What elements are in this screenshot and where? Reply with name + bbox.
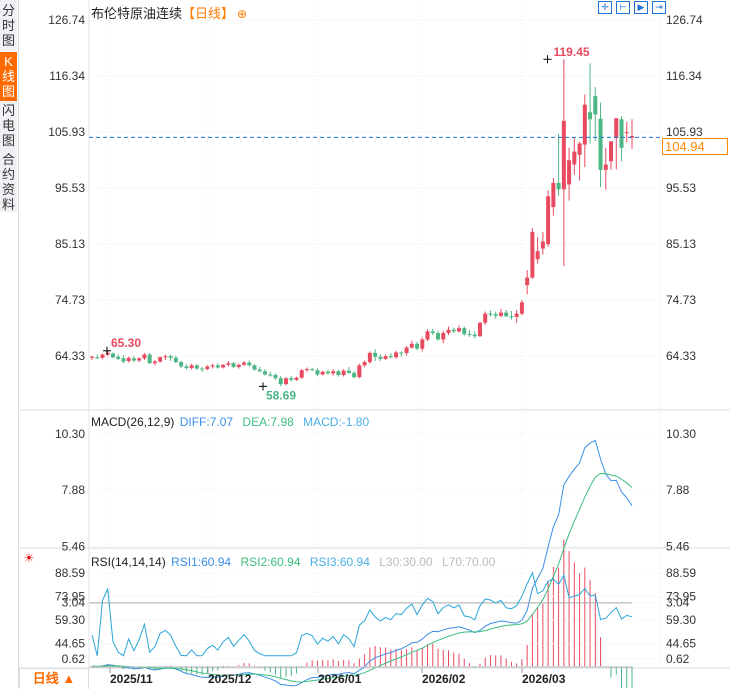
svg-text:3.04: 3.04 bbox=[62, 596, 86, 610]
x-axis-tick: 2026/03 bbox=[522, 672, 566, 686]
x-axis-tick: 2026/01 bbox=[318, 672, 362, 686]
tab-contract-info[interactable]: 合约资料 bbox=[0, 150, 17, 213]
l70-value: L70:70.00 bbox=[441, 555, 496, 569]
svg-text:5.46: 5.46 bbox=[666, 539, 690, 553]
price-axis-left-tick: 64.33 bbox=[55, 349, 85, 363]
price-axis-left-tick: 95.53 bbox=[55, 181, 85, 195]
svg-text:10.30: 10.30 bbox=[55, 427, 85, 441]
price-axis-left-tick: 74.73 bbox=[55, 293, 85, 307]
chart-title: 布伦特原油连续【日线】 ⊕ bbox=[91, 3, 247, 22]
tab-label: 闪电图 bbox=[1, 103, 15, 148]
svg-text:10.30: 10.30 bbox=[666, 427, 696, 441]
l30-value: L30:30.00 bbox=[379, 555, 433, 569]
goto-latest-icon[interactable]: ⇥ bbox=[652, 1, 666, 14]
svg-text:73.95: 73.95 bbox=[666, 589, 696, 603]
price-axis-right-tick: 95.53 bbox=[666, 181, 696, 195]
x-axis-tick: 2026/02 bbox=[422, 672, 466, 686]
price-axis-right-tick: 126.74 bbox=[666, 13, 703, 27]
svg-text:44.65: 44.65 bbox=[666, 637, 696, 651]
macd-label: MACD(26,12,9) bbox=[91, 415, 175, 429]
indicator-settings-icon[interactable]: ☀ bbox=[23, 551, 35, 565]
price-marker: 119.45 bbox=[554, 45, 590, 59]
rsi3-value: RSI3:60.94 bbox=[309, 555, 370, 569]
price-axis-right-tick: 64.33 bbox=[666, 349, 696, 363]
price-axis-left-tick: 126.74 bbox=[48, 13, 85, 27]
price-axis-right-tick: 116.34 bbox=[666, 69, 702, 83]
svg-text:7.88: 7.88 bbox=[62, 483, 86, 497]
price-axis-left-tick: 105.93 bbox=[48, 125, 85, 139]
svg-text:88.59: 88.59 bbox=[55, 566, 85, 580]
macd-dea: DEA:7.98 bbox=[242, 415, 294, 429]
price-marker: 58.69 bbox=[266, 388, 296, 402]
tab-label: 合约资料 bbox=[1, 152, 15, 212]
price-marker: 65.30 bbox=[111, 336, 141, 350]
crosshair-icon[interactable]: ✛ bbox=[598, 1, 612, 14]
plus-circle-icon[interactable]: ⊕ bbox=[237, 7, 248, 21]
range-select-icon[interactable]: ⊢ bbox=[616, 1, 630, 14]
rsi2-value: RSI2:60.94 bbox=[240, 555, 301, 569]
svg-text:5.46: 5.46 bbox=[62, 539, 86, 553]
macd-value: MACD:-1.80 bbox=[303, 415, 370, 429]
svg-text:73.95: 73.95 bbox=[55, 589, 85, 603]
macd-diff: DIFF:7.07 bbox=[179, 415, 234, 429]
rsi-legend: RSI(14,14,14) RSI1:60.94 RSI2:60.94 RSI3… bbox=[91, 555, 495, 569]
svg-text:88.59: 88.59 bbox=[666, 566, 696, 580]
price-axis-right-tick: 105.93 bbox=[666, 125, 703, 139]
current-price-tag: 104.94 bbox=[662, 138, 728, 155]
svg-text:7.88: 7.88 bbox=[666, 483, 690, 497]
tab-timeshare[interactable]: 分时图 bbox=[0, 0, 17, 52]
rsi1-value: RSI1:60.94 bbox=[171, 555, 232, 569]
period-selector[interactable]: 日线 ▲ bbox=[19, 668, 89, 689]
macd-legend: MACD(26,12,9) DIFF:7.07 DEA:7.98 MACD:-1… bbox=[91, 415, 369, 429]
play-icon[interactable]: ▶ bbox=[634, 1, 648, 14]
x-axis-tick: 2025/12 bbox=[208, 672, 252, 686]
svg-text:0.62: 0.62 bbox=[62, 652, 86, 666]
instrument-name: 布伦特原油连续 bbox=[91, 6, 183, 21]
price-axis-right-tick: 85.13 bbox=[666, 237, 696, 251]
svg-text:0.62: 0.62 bbox=[666, 652, 690, 666]
price-axis-right-tick: 74.73 bbox=[666, 293, 696, 307]
svg-text:59.30: 59.30 bbox=[666, 613, 696, 627]
svg-text:59.30: 59.30 bbox=[55, 613, 85, 627]
chart-toolbar: ✛ ⊢ ▶ ⇥ bbox=[598, 1, 666, 14]
tab-label: 分时图 bbox=[1, 3, 15, 48]
svg-text:44.65: 44.65 bbox=[55, 637, 85, 651]
svg-text:3.04: 3.04 bbox=[666, 596, 690, 610]
price-axis-left-tick: 85.13 bbox=[55, 237, 85, 251]
period-label[interactable]: 【日线】 bbox=[182, 6, 235, 21]
price-axis-left-tick: 116.34 bbox=[49, 69, 85, 83]
rsi-label: RSI(14,14,14) bbox=[91, 555, 166, 569]
x-axis-tick: 2025/11 bbox=[110, 672, 153, 686]
